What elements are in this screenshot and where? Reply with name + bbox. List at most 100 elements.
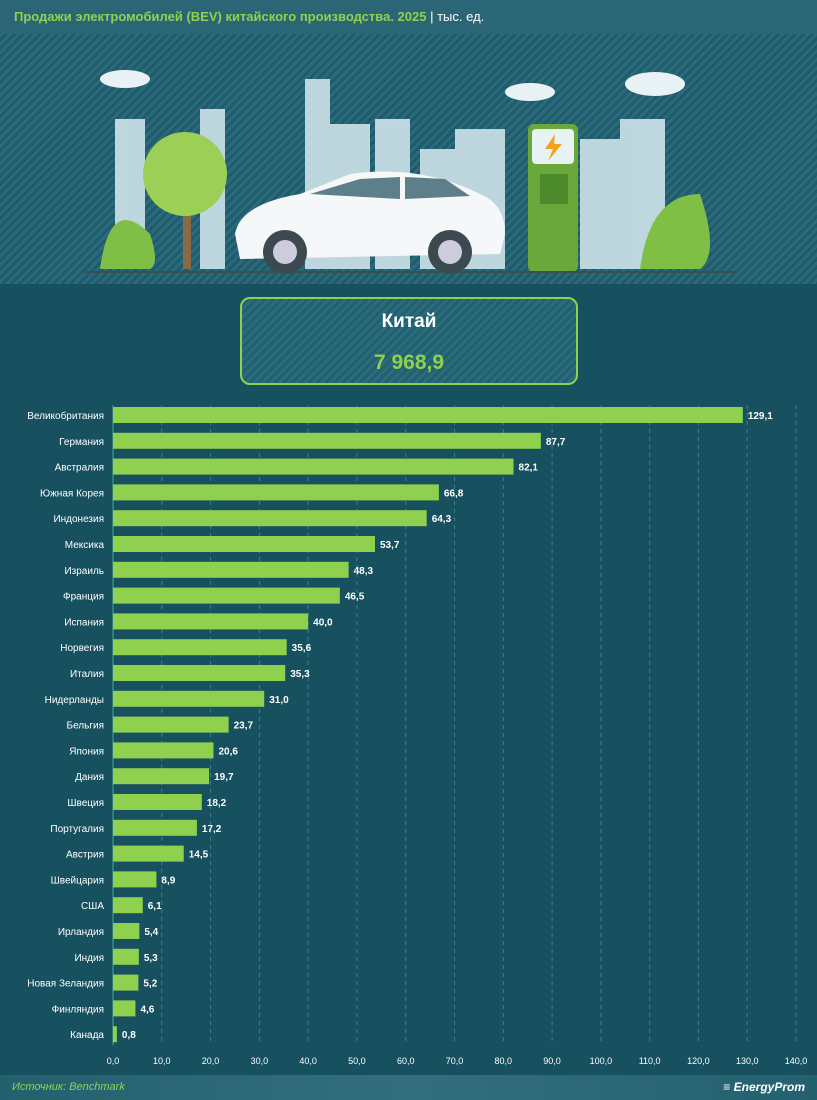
- x-tick-label: 20,0: [202, 1056, 220, 1066]
- category-label: Израиль: [64, 566, 104, 577]
- x-tick-label: 30,0: [251, 1056, 269, 1066]
- category-label: Финляндия: [52, 1004, 104, 1015]
- value-label: 31,0: [269, 695, 289, 706]
- value-label: 6,1: [148, 901, 162, 912]
- category-label: Бельгия: [67, 721, 105, 732]
- x-tick-label: 40,0: [299, 1056, 317, 1066]
- chart-title: Продажи электромобилей (BEV) китайского …: [0, 0, 817, 34]
- logo-text: EnergyProm: [733, 1080, 805, 1094]
- city-car-charger-illustration: [85, 70, 735, 274]
- bar: [113, 1000, 136, 1017]
- bar: [113, 613, 309, 630]
- value-label: 87,7: [546, 437, 566, 448]
- bar: [113, 458, 514, 475]
- bar: [113, 819, 197, 836]
- value-label: 17,2: [202, 824, 222, 835]
- value-label: 66,8: [444, 488, 464, 499]
- x-tick-label: 10,0: [153, 1056, 171, 1066]
- bar: [113, 742, 214, 759]
- bar: [113, 845, 184, 862]
- category-label: Канада: [70, 1030, 104, 1041]
- bar: [113, 690, 265, 707]
- value-label: 5,3: [144, 953, 158, 964]
- category-label: Австрия: [66, 850, 104, 861]
- value-label: 40,0: [313, 617, 333, 628]
- value-label: 35,3: [290, 669, 310, 680]
- category-label: Ирландия: [58, 927, 104, 938]
- value-label: 82,1: [519, 463, 539, 474]
- category-label: Великобритания: [27, 410, 104, 422]
- footer: Источник: Benchmark ≡ EnergyProm: [0, 1075, 817, 1100]
- category-label: Германия: [59, 437, 104, 448]
- category-label: Франция: [63, 592, 104, 603]
- bar: [113, 794, 202, 810]
- category-label: Нидерланды: [45, 695, 104, 706]
- value-label: 5,4: [144, 927, 158, 938]
- value-label: 14,5: [189, 850, 209, 861]
- category-label: Южная Корея: [40, 488, 104, 499]
- bar: [113, 432, 541, 449]
- value-label: 129,1: [748, 411, 773, 422]
- source-text: Источник: Benchmark: [12, 1081, 125, 1093]
- value-label: 48,3: [354, 566, 374, 577]
- title-text: Продажи электромобилей (BEV) китайского …: [14, 9, 427, 24]
- bar: [113, 1026, 117, 1043]
- hero-illustration: [0, 34, 817, 284]
- value-label: 19,7: [214, 772, 234, 783]
- value-label: 35,6: [292, 643, 312, 654]
- value-label: 4,6: [140, 1004, 154, 1015]
- category-label: Италия: [70, 669, 104, 680]
- bar: [113, 536, 375, 552]
- x-tick-label: 70,0: [446, 1056, 464, 1066]
- bar-chart: 0,0 10,0 20,0 30,0 40,0 50,0 60,0 70,0 80,0 90,0 1…: [27, 405, 808, 1066]
- bar: [113, 974, 139, 991]
- category-label: Дания: [75, 772, 104, 783]
- category-label: Швейцария: [51, 875, 104, 886]
- value-label: 20,6: [218, 746, 238, 757]
- category-label: Австралия: [55, 463, 104, 474]
- value-label: 5,2: [143, 979, 157, 990]
- x-tick-label: 80,0: [495, 1056, 513, 1066]
- bar: [113, 716, 229, 733]
- x-tick-label: 120,0: [687, 1056, 710, 1066]
- bar: [113, 484, 439, 501]
- bar: [113, 561, 349, 578]
- x-tick-label: 0,0: [107, 1056, 120, 1066]
- bar: [113, 665, 286, 681]
- bar: [113, 768, 210, 785]
- category-label: Индонезия: [53, 514, 104, 525]
- china-highlight-card: Китай 7 968,9: [240, 297, 578, 385]
- x-tick-label: 140,0: [785, 1056, 808, 1066]
- category-label: Португалия: [50, 824, 104, 835]
- x-tick-label: 90,0: [543, 1056, 561, 1066]
- value-label: 46,5: [345, 592, 365, 603]
- category-label: США: [81, 901, 104, 912]
- bar: [113, 407, 743, 423]
- value-label: 0,8: [122, 1030, 136, 1041]
- x-tick-label: 110,0: [639, 1056, 661, 1066]
- x-tick-label: 50,0: [348, 1056, 366, 1066]
- bar: [113, 639, 287, 656]
- highlight-value: 7 968,9: [373, 351, 445, 374]
- highlight-country: Китай: [381, 311, 437, 332]
- bar: [113, 587, 340, 604]
- bar: [113, 510, 427, 527]
- bar: [113, 948, 139, 965]
- bar: [113, 871, 157, 888]
- value-label: 23,7: [234, 721, 254, 732]
- unit-text: | тыс. ед.: [430, 9, 485, 24]
- category-label: Испания: [64, 617, 104, 628]
- category-label: Новая Зеландия: [27, 979, 104, 990]
- energyprom-logo: ≡ EnergyProm: [723, 1080, 805, 1094]
- x-tick-label: 60,0: [397, 1056, 415, 1066]
- category-label: Индия: [74, 953, 104, 964]
- category-label: Норвегия: [60, 643, 104, 654]
- category-label: Япония: [69, 746, 104, 757]
- bar: [113, 897, 143, 914]
- value-label: 18,2: [207, 798, 227, 809]
- value-label: 8,9: [161, 875, 175, 886]
- value-label: 64,3: [432, 514, 452, 525]
- category-label: Мексика: [65, 540, 105, 551]
- x-tick-label: 100,0: [590, 1056, 613, 1066]
- category-label: Швеция: [67, 798, 104, 809]
